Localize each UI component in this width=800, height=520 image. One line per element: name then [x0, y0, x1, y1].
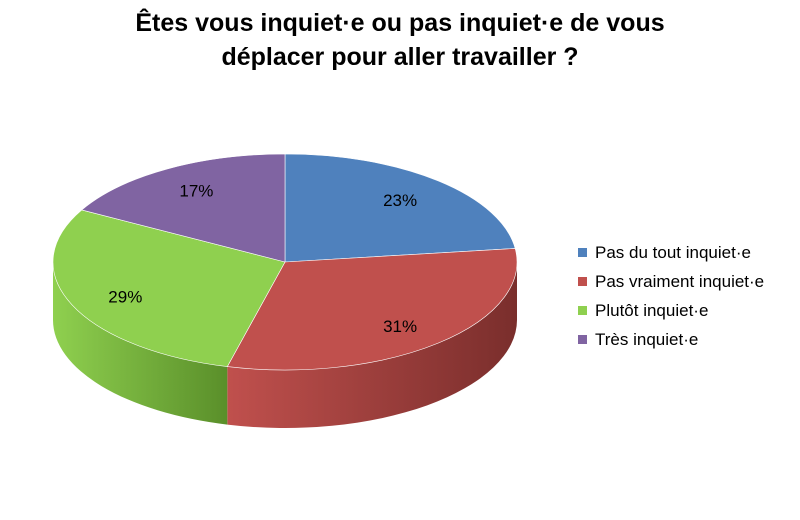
legend-label: Pas vraiment inquiet·e [595, 271, 765, 291]
legend-label: Pas du tout inquiet·e [595, 242, 751, 262]
data-label-plutot-inquiet-e: 29% [108, 288, 142, 307]
pie-slice-plutot-inquiet-e [52, 209, 286, 367]
legend: Pas du tout inquiet·e Pas vraiment inqui… [578, 238, 764, 354]
pie-side-plutot-inquiet-e [53, 262, 228, 425]
legend-swatch [578, 277, 587, 286]
legend-swatch [578, 335, 587, 344]
data-label-tres-inquiet-e: 17% [179, 182, 213, 201]
legend-swatch [578, 306, 587, 315]
pie-slice-pas-vraiment-inquiet-e [226, 248, 518, 371]
pie-side-pas-vraiment-inquiet-e [227, 262, 517, 429]
legend-item-plutot-inquiet: Plutôt inquiet·e [578, 296, 764, 325]
data-label-pas-du-tout-inquiet-e: 23% [383, 191, 417, 210]
legend-swatch [578, 248, 587, 257]
legend-label: Plutôt inquiet·e [595, 300, 709, 320]
pie-slice-tres-inquiet-e [81, 153, 286, 263]
chart-title: Êtes vous inquiet·e ou pas inquiet·e de … [0, 6, 800, 74]
chart-title-line-1: Êtes vous inquiet·e ou pas inquiet·e de … [135, 9, 665, 37]
legend-item-tres-inquiet: Très inquiet·e [578, 325, 764, 354]
pie-slice-pas-du-tout-inquiet-e [284, 153, 516, 263]
data-label-pas-vraiment-inquiet-e: 31% [383, 317, 417, 336]
legend-item-pas-vraiment-inquiet: Pas vraiment inquiet·e [578, 267, 764, 296]
legend-label: Très inquiet·e [595, 329, 699, 349]
legend-item-pas-du-tout-inquiet: Pas du tout inquiet·e [578, 238, 764, 267]
chart-title-line-2: déplacer pour aller travailler ? [221, 43, 579, 71]
